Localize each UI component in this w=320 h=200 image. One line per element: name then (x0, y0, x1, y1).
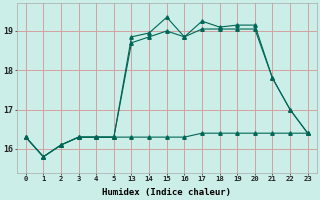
X-axis label: Humidex (Indice chaleur): Humidex (Indice chaleur) (102, 188, 231, 197)
